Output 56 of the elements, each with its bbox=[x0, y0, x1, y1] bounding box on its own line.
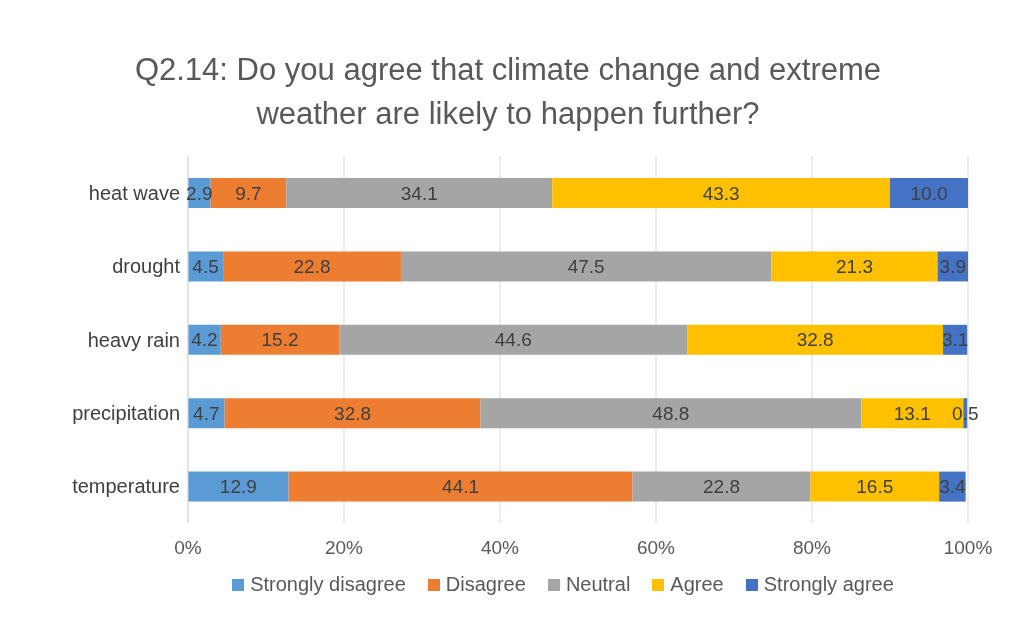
data-label: 4.5 bbox=[192, 255, 219, 277]
legend-label: Disagree bbox=[444, 573, 526, 596]
x-tick-label: 60% bbox=[636, 537, 676, 559]
bar bbox=[687, 324, 944, 355]
bar bbox=[188, 471, 289, 502]
x-tick-label: 100% bbox=[943, 537, 993, 559]
data-label: 44.6 bbox=[494, 329, 532, 351]
data-label: 21.3 bbox=[836, 255, 873, 277]
y-tick-label: heat wave bbox=[88, 181, 180, 204]
data-label: 22.8 bbox=[703, 476, 741, 498]
data-label: 10.0 bbox=[910, 182, 948, 204]
bar bbox=[632, 471, 811, 502]
data-label: 16.5 bbox=[856, 476, 894, 498]
data-label: 47.5 bbox=[567, 255, 605, 277]
legend-label: Neutral bbox=[564, 573, 631, 596]
legend-label: Agree bbox=[669, 573, 724, 596]
data-label: 32.8 bbox=[796, 329, 834, 351]
data-label: 13.1 bbox=[893, 402, 931, 424]
bar bbox=[552, 178, 890, 208]
x-tick-label: 20% bbox=[324, 537, 364, 559]
legend-label: Strongly disagree bbox=[249, 573, 406, 596]
bar bbox=[210, 178, 287, 208]
legend-label: Strongly agree bbox=[762, 573, 894, 596]
bar bbox=[480, 398, 862, 429]
data-label: 32.8 bbox=[334, 402, 372, 424]
data-label: 4.7 bbox=[193, 402, 220, 424]
bar bbox=[224, 398, 481, 429]
data-label: 12.9 bbox=[219, 476, 257, 498]
data-label: 3.4 bbox=[939, 476, 967, 498]
data-label: 44.1 bbox=[442, 476, 480, 498]
bar bbox=[771, 251, 938, 282]
bar bbox=[400, 251, 772, 282]
bar bbox=[890, 178, 968, 208]
y-tick-label: precipitation bbox=[72, 402, 180, 424]
data-label: 43.3 bbox=[702, 182, 740, 204]
y-tick-label: temperature bbox=[72, 475, 180, 498]
bar bbox=[220, 324, 340, 355]
x-tick-label: 40% bbox=[480, 537, 520, 559]
bar bbox=[339, 324, 688, 355]
bar bbox=[286, 178, 553, 208]
data-label: 15.2 bbox=[261, 329, 299, 351]
x-tick-label: 80% bbox=[792, 537, 832, 559]
data-label: 4.2 bbox=[191, 329, 218, 351]
data-label: 0.5 bbox=[952, 402, 979, 424]
data-label: 9.7 bbox=[235, 182, 262, 204]
data-label: 34.1 bbox=[400, 182, 438, 204]
data-label: 48.8 bbox=[652, 402, 690, 424]
data-label: 3.9 bbox=[939, 255, 966, 277]
y-tick-label: heavy rain bbox=[87, 328, 180, 351]
bar bbox=[810, 471, 940, 502]
bar bbox=[288, 471, 633, 502]
chart-title: Q2.14: Do you agree that climate change and extreme weather are likely to happen further? bbox=[133, 51, 883, 133]
data-label: 22.8 bbox=[293, 255, 331, 277]
y-tick-label: drought bbox=[112, 255, 181, 278]
x-tick-label: 0% bbox=[174, 537, 202, 559]
bar bbox=[223, 251, 401, 282]
